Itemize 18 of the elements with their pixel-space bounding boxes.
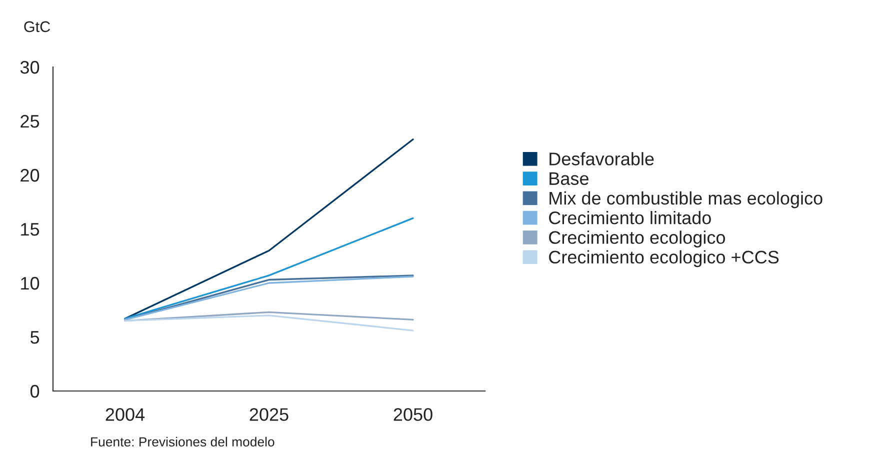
legend-label: Crecimiento ecologico bbox=[549, 230, 725, 248]
legend-label: Crecimiento ecologico +CCS bbox=[549, 250, 779, 268]
x-tick-label: 2025 bbox=[250, 408, 288, 421]
y-axis-title: GtC bbox=[24, 21, 50, 32]
legend-label: Crecimiento limitado bbox=[549, 211, 711, 224]
y-tick-label: 15 bbox=[21, 223, 40, 236]
y-tick-label: 10 bbox=[21, 276, 40, 290]
x-tick-label: 2050 bbox=[394, 408, 432, 421]
y-tick-label: 5 bbox=[30, 331, 40, 344]
legend-label: Base bbox=[550, 172, 588, 185]
x-tick-label: 2004 bbox=[106, 408, 145, 421]
legend-label: Desfavorable bbox=[550, 152, 654, 166]
y-tick-label: 30 bbox=[20, 60, 40, 74]
y-tick-label: 20 bbox=[20, 168, 40, 182]
source-note: Fuente: Previsiones del modelo bbox=[91, 436, 274, 447]
legend-label: Mix de combustible mas ecologico bbox=[550, 191, 822, 208]
y-tick-label: 25 bbox=[20, 114, 40, 128]
y-tick-label: 0 bbox=[30, 384, 40, 398]
